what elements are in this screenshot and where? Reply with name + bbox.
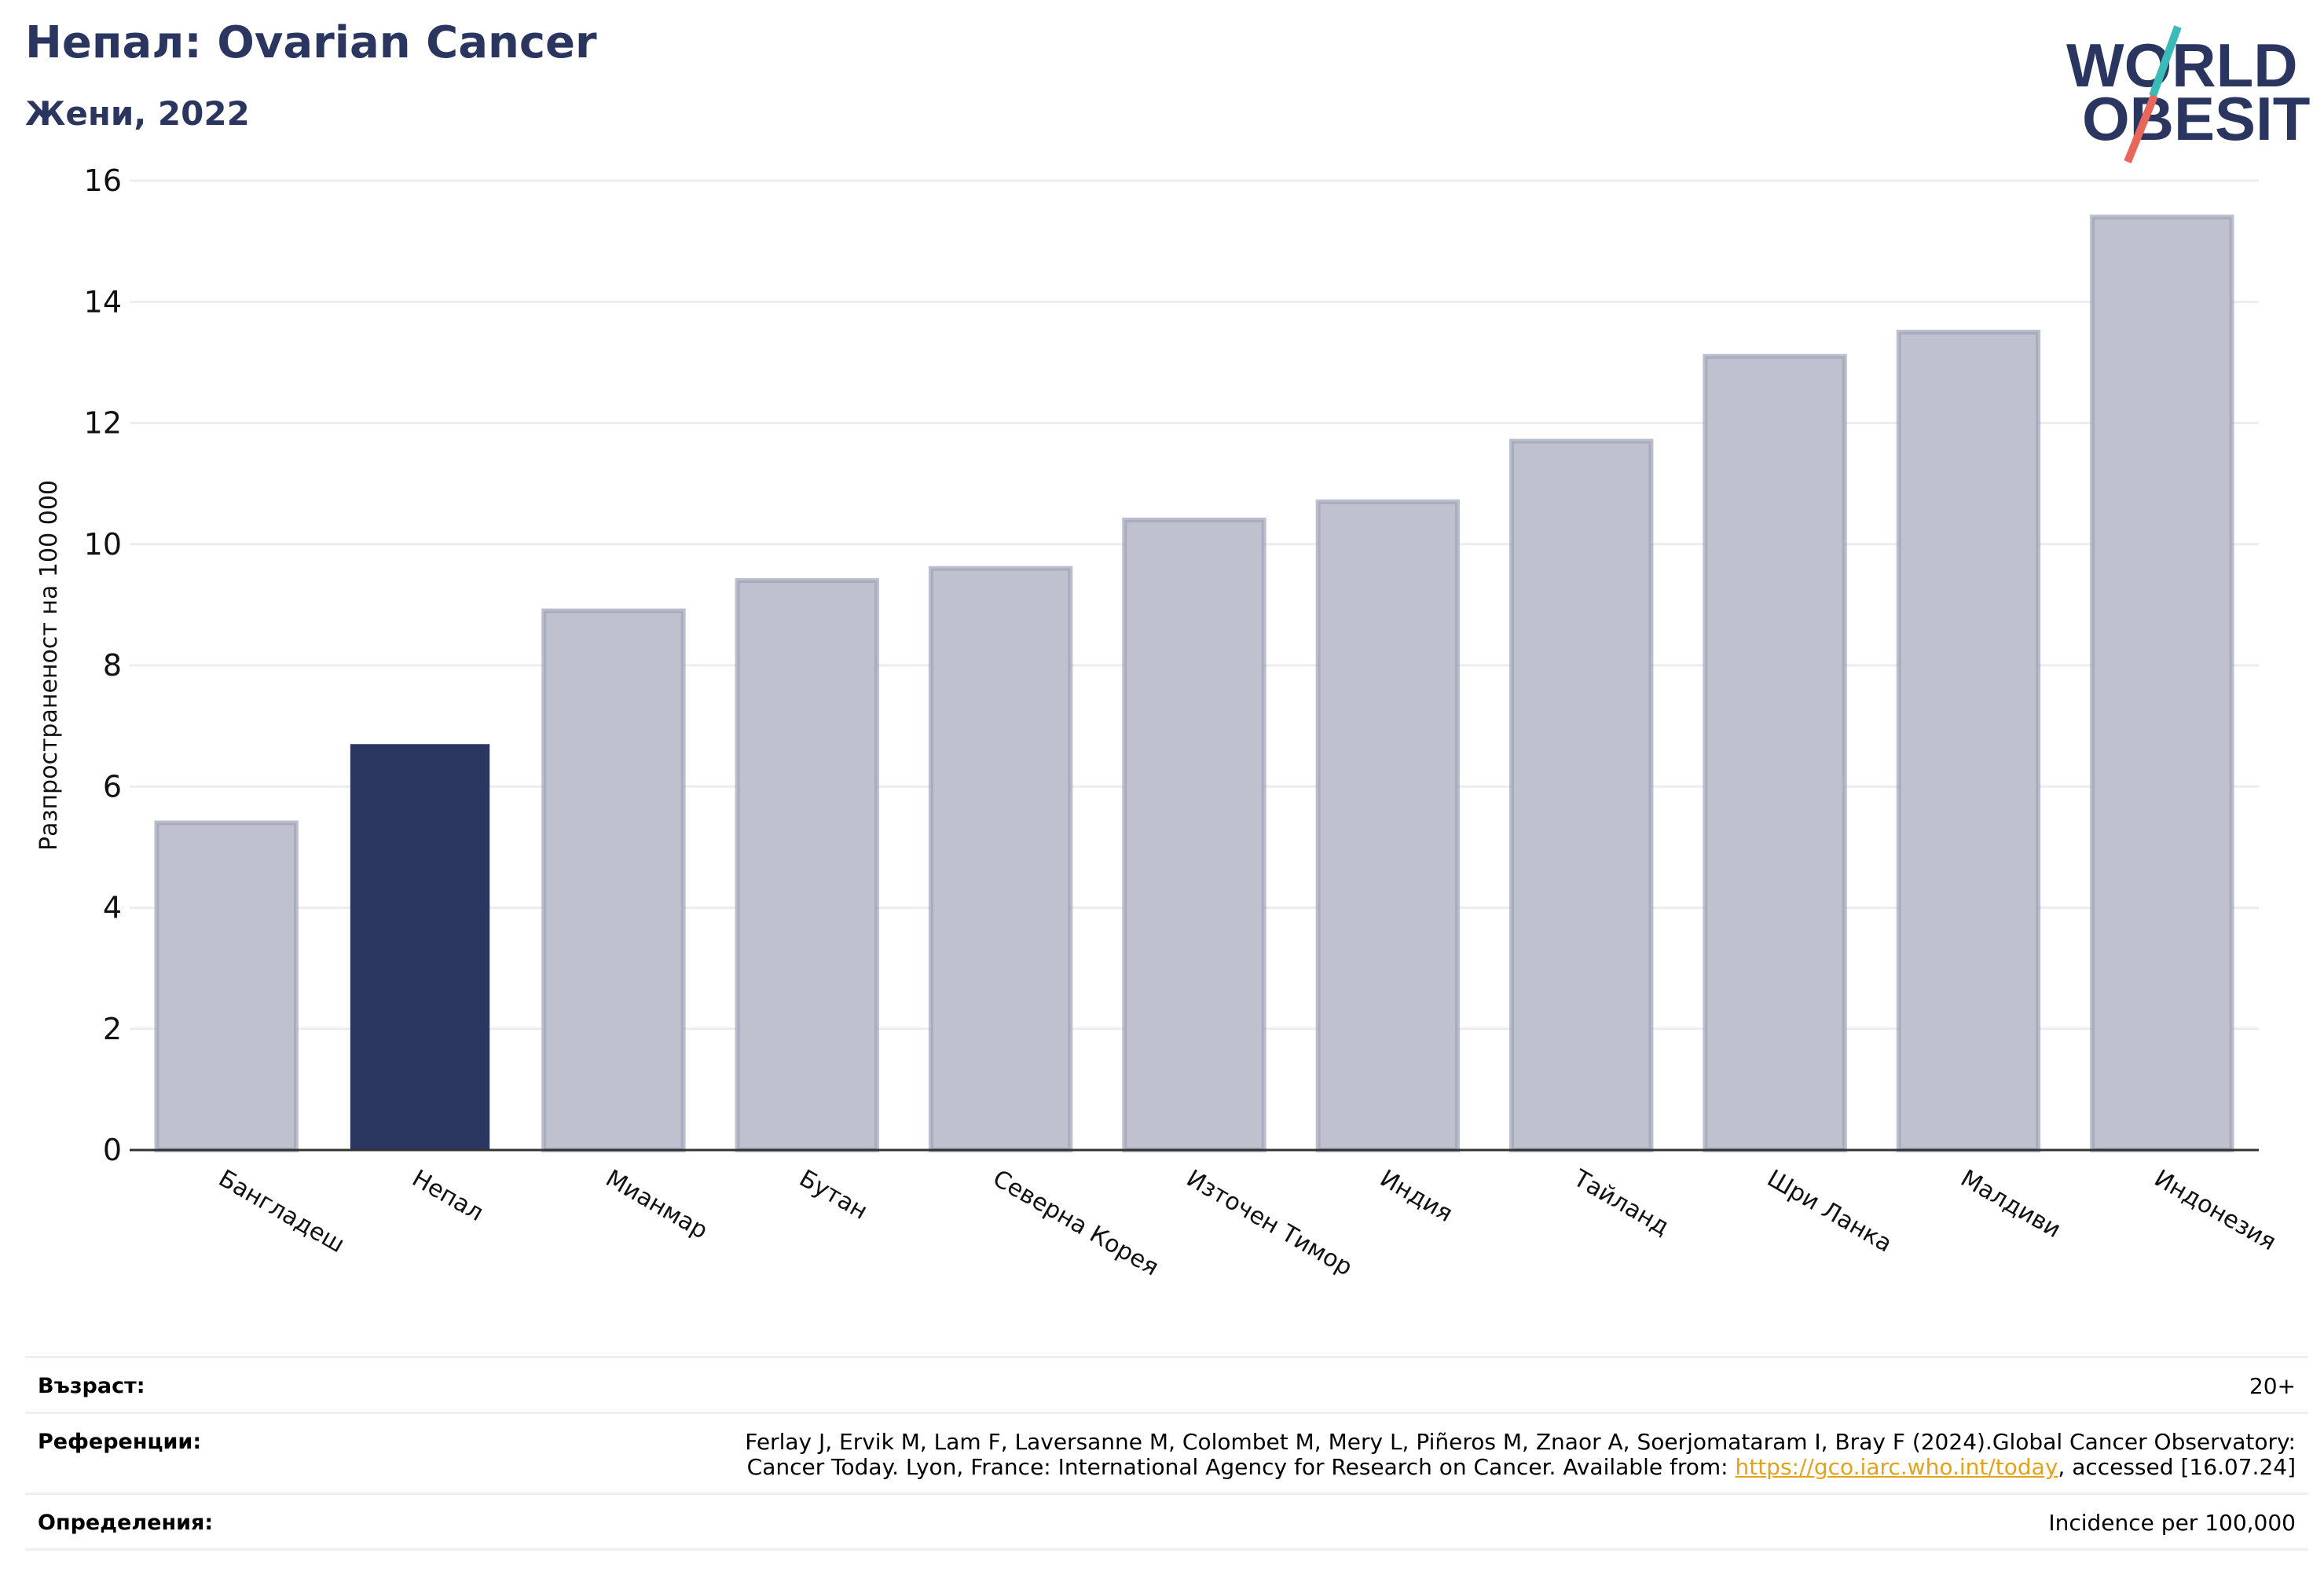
x-tick-label: Непал — [408, 1165, 489, 1227]
references-label: Референции: — [38, 1430, 202, 1454]
bar — [735, 578, 879, 1152]
x-tick-label: Мианмар — [601, 1165, 713, 1245]
definitions-value: Incidence per 100,000 — [2048, 1510, 2296, 1536]
y-tick-label: 6 — [103, 769, 122, 804]
bar — [1315, 499, 1461, 1152]
y-tick-label: 2 — [103, 1012, 122, 1046]
bar — [154, 820, 299, 1153]
references-line2-post: , accessed [16.07.24] — [2058, 1454, 2296, 1480]
logo-text-obesity: OBESITY — [2082, 84, 2310, 153]
world-obesity-logo: WORLD OBESITY — [2066, 25, 2310, 163]
y-tick-label: 4 — [103, 891, 122, 925]
y-tick-label: 12 — [84, 406, 122, 441]
bar — [928, 566, 1073, 1152]
x-tick-label: Северна Корея — [988, 1165, 1164, 1282]
y-tick-label: 14 — [84, 284, 122, 319]
chart-subtitle: Жени, 2022 — [25, 94, 250, 133]
logo-slash-teal — [2149, 25, 2182, 97]
bar — [350, 744, 490, 1150]
chart-title: Непал: Ovarian Cancer — [25, 17, 597, 68]
bar-chart: 0 2 4 6 8 10 12 14 16 Разпространеност на 100 000… — [35, 163, 2281, 1282]
bar — [1896, 329, 2041, 1152]
y-tick-label: 0 — [103, 1133, 122, 1167]
references-line2-pre: Cancer Today. Lyon, France: Internationa… — [746, 1454, 1736, 1480]
x-tick-label: Източен Тимор — [1182, 1165, 1357, 1282]
x-tick-label: Тайланд — [1568, 1164, 1674, 1241]
footer-row-age: Възраст: 20+ — [25, 1356, 2308, 1412]
bar — [541, 608, 686, 1152]
definitions-label: Определения: — [38, 1511, 214, 1535]
x-tick-label: Индонезия — [2150, 1165, 2281, 1257]
x-tick-label: Бангладеш — [214, 1165, 349, 1259]
bar — [1509, 438, 1654, 1152]
references-link[interactable]: https://gco.iarc.who.int/today — [1735, 1454, 2058, 1480]
age-value: 20+ — [2249, 1373, 2296, 1399]
age-label: Възраст: — [38, 1374, 145, 1398]
x-tick-label: Индия — [1375, 1165, 1457, 1228]
references-line1: Ferlay J, Ervik M, Lam F, Laversanne M, … — [745, 1429, 2296, 1455]
x-tick-label: Бутан — [794, 1165, 872, 1225]
bar — [1122, 517, 1266, 1152]
y-tick-label: 10 — [84, 527, 122, 562]
bar — [1703, 353, 1847, 1153]
x-tick-label: Шри Ланка — [1762, 1165, 1897, 1258]
footer-row-references: Референции: Ferlay J, Ervik M, Lam F, La… — [25, 1412, 2308, 1493]
y-axis-label: Разпространеност на 100 000 — [35, 480, 63, 851]
footer-table: Възраст: 20+ Референции: Ferlay J, Ervik… — [25, 1356, 2308, 1551]
references-value: Ferlay J, Ervik M, Lam F, Laversanne M, … — [745, 1430, 2296, 1480]
x-tick-label: Малдиви — [1956, 1165, 2065, 1244]
footer-row-definitions: Определения: Incidence per 100,000 — [25, 1493, 2308, 1551]
y-tick-label: 8 — [103, 648, 122, 683]
bar — [2090, 214, 2234, 1152]
y-tick-label: 16 — [84, 163, 122, 198]
logo-text-world: WORLD — [2066, 31, 2298, 100]
logo-slash-red — [2124, 94, 2158, 163]
